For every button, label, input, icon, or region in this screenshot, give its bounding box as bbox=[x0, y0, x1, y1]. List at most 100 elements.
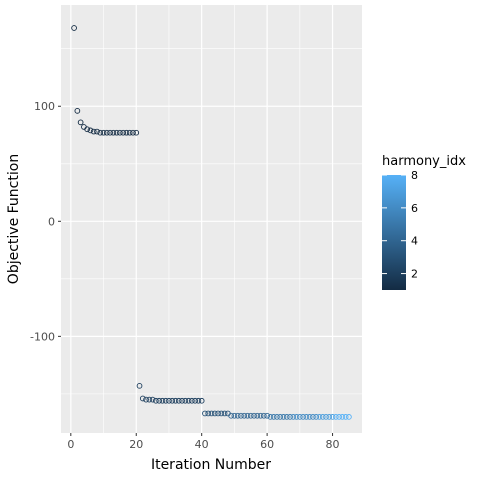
data-point bbox=[169, 397, 176, 404]
data-point bbox=[77, 119, 84, 126]
data-point bbox=[166, 397, 172, 404]
data-point bbox=[251, 412, 257, 419]
data-point bbox=[156, 397, 163, 404]
data-point bbox=[231, 412, 238, 419]
data-point bbox=[267, 414, 274, 420]
colorbar-tick-label: 2 bbox=[411, 268, 418, 281]
x-tick-label: 60 bbox=[260, 438, 274, 451]
data-point bbox=[179, 397, 185, 404]
x-tick-label: 20 bbox=[129, 438, 143, 451]
data-point bbox=[185, 397, 192, 404]
data-point bbox=[254, 412, 261, 419]
x-axis-label: Iteration Number bbox=[151, 457, 271, 473]
plot-panel bbox=[61, 5, 362, 433]
data-point bbox=[97, 129, 104, 136]
data-point bbox=[241, 412, 248, 419]
data-point bbox=[336, 414, 342, 420]
data-point bbox=[146, 396, 153, 403]
data-point bbox=[71, 25, 77, 31]
data-point bbox=[189, 397, 195, 404]
data-point bbox=[218, 410, 225, 417]
data-point bbox=[139, 395, 146, 402]
colorbar-tick-label: 8 bbox=[411, 169, 418, 182]
data-point bbox=[270, 414, 277, 420]
data-point bbox=[260, 412, 267, 419]
data-point bbox=[316, 414, 323, 420]
legend-title: harmony_idx bbox=[382, 154, 466, 169]
legend: harmony_idx 2 4 6 8 bbox=[382, 154, 466, 290]
data-point bbox=[149, 396, 156, 403]
data-point bbox=[153, 397, 159, 404]
data-point bbox=[175, 397, 182, 404]
data-point bbox=[208, 410, 215, 417]
data-point bbox=[172, 397, 179, 404]
data-point bbox=[100, 129, 107, 136]
data-point bbox=[287, 414, 293, 420]
colorbar-ticks: 2 4 6 8 bbox=[382, 169, 418, 281]
data-points bbox=[71, 25, 352, 420]
colorbar-tick-label: 6 bbox=[411, 202, 418, 215]
data-point bbox=[130, 129, 136, 136]
data-point bbox=[228, 412, 234, 419]
data-point bbox=[277, 414, 284, 420]
data-point bbox=[120, 129, 127, 136]
data-point bbox=[74, 107, 81, 114]
data-point bbox=[103, 129, 110, 136]
x-tick-label: 40 bbox=[195, 438, 209, 451]
data-point bbox=[234, 412, 241, 419]
data-point bbox=[323, 414, 329, 420]
data-point bbox=[342, 414, 349, 420]
data-point bbox=[244, 412, 251, 419]
y-tick-label: -100 bbox=[30, 330, 55, 343]
data-point bbox=[136, 382, 143, 389]
data-point bbox=[143, 396, 149, 403]
data-point bbox=[159, 397, 166, 404]
data-point bbox=[182, 397, 189, 404]
data-point bbox=[205, 410, 212, 417]
y-axis-label: Objective Function bbox=[6, 154, 22, 284]
data-point bbox=[313, 414, 320, 420]
data-point bbox=[319, 414, 326, 420]
data-point bbox=[293, 414, 300, 420]
data-point bbox=[94, 128, 100, 135]
data-point bbox=[332, 414, 339, 420]
data-point bbox=[329, 414, 336, 420]
data-point bbox=[310, 414, 316, 420]
data-point bbox=[113, 129, 120, 136]
data-point bbox=[346, 414, 352, 420]
x-tick-label: 80 bbox=[326, 438, 340, 451]
colorbar-tick-label: 4 bbox=[411, 235, 418, 248]
data-point bbox=[257, 412, 264, 419]
grid-lines bbox=[61, 5, 362, 433]
axes: 0 20 40 60 80 -100 0 100 bbox=[30, 100, 340, 451]
data-point bbox=[192, 397, 198, 404]
data-point bbox=[117, 129, 123, 136]
y-tick-label: 100 bbox=[34, 100, 55, 113]
data-point bbox=[110, 129, 117, 136]
data-point bbox=[90, 128, 97, 135]
data-point bbox=[247, 412, 254, 419]
data-point bbox=[195, 397, 202, 404]
data-point bbox=[326, 414, 333, 420]
data-point bbox=[283, 414, 290, 420]
data-point bbox=[296, 414, 303, 420]
data-point bbox=[339, 414, 346, 420]
data-point bbox=[303, 414, 310, 420]
data-point bbox=[300, 414, 306, 420]
data-point bbox=[198, 397, 205, 404]
data-point bbox=[162, 397, 169, 404]
data-point bbox=[264, 412, 270, 419]
data-point bbox=[84, 126, 91, 133]
data-point bbox=[221, 410, 228, 417]
x-tick-label: 0 bbox=[67, 438, 74, 451]
data-point bbox=[290, 414, 297, 420]
data-point bbox=[280, 414, 287, 420]
data-point bbox=[87, 127, 94, 134]
data-point bbox=[107, 129, 113, 136]
data-point bbox=[133, 129, 140, 136]
data-point bbox=[306, 414, 313, 420]
data-point bbox=[126, 129, 133, 136]
colorbar bbox=[382, 175, 406, 290]
y-tick-label: 0 bbox=[48, 215, 55, 228]
